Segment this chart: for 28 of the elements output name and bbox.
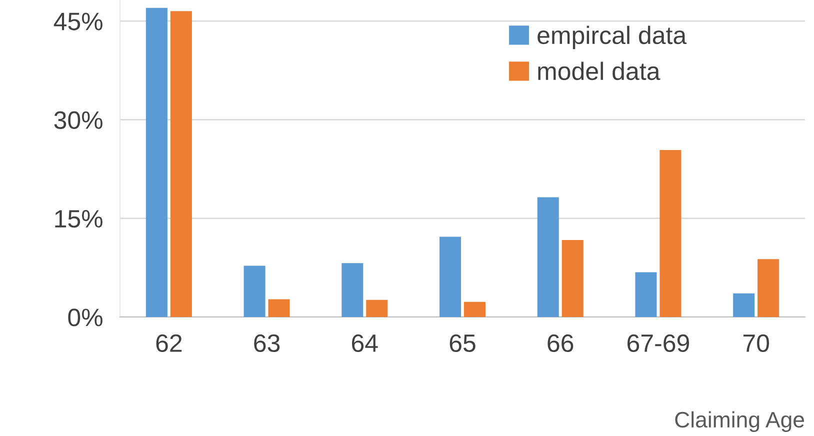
x-tick-label: 63: [254, 334, 280, 352]
bar: [660, 150, 682, 317]
x-tick-label: 66: [548, 334, 574, 352]
y-tick-label: 15%: [55, 210, 102, 228]
y-tick-label: 0%: [68, 308, 102, 326]
bar: [146, 8, 168, 317]
bar: [244, 266, 266, 317]
x-axis-title: Claiming Age: [675, 411, 804, 432]
bar: [170, 11, 192, 317]
x-tick-label: 62: [156, 334, 182, 352]
legend-label: model data: [538, 62, 660, 80]
bar: [635, 272, 657, 317]
bar: [733, 293, 755, 317]
bar: [366, 300, 388, 317]
bar: [537, 197, 559, 317]
bar: [440, 236, 462, 317]
bar: [342, 263, 364, 317]
bar: [464, 302, 486, 317]
y-tick-label: 30%: [54, 111, 102, 129]
bar: [758, 259, 780, 317]
x-tick-label: 67-69: [628, 334, 690, 352]
x-tick-label: 65: [450, 334, 476, 352]
bar: [562, 240, 584, 317]
x-tick-label: 64: [352, 334, 378, 352]
x-tick-label: 70: [743, 334, 769, 352]
bar: [268, 299, 290, 317]
y-tick-label: 45%: [54, 12, 102, 30]
legend-label: empircal data: [538, 26, 687, 50]
